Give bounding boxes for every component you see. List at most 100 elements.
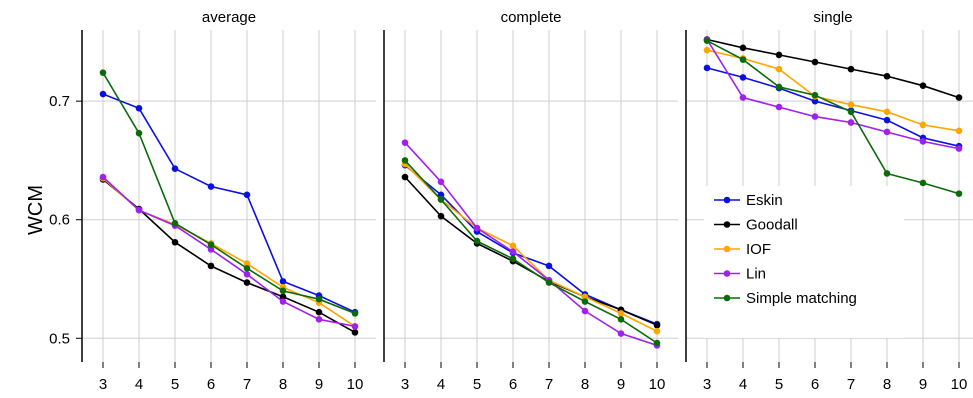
x-tick-label: 4	[437, 376, 445, 393]
point-simple-matching	[919, 179, 927, 187]
point-goodall	[653, 321, 661, 329]
point-lin	[775, 103, 783, 111]
point-eskin	[171, 165, 179, 173]
point-simple-matching	[351, 310, 359, 317]
series-line-lin	[404, 142, 658, 347]
y-axis: 0.5 0.6 0.7	[49, 93, 82, 347]
point-simple-matching	[847, 108, 855, 116]
point-lin	[581, 307, 589, 315]
point-goodall	[351, 329, 359, 336]
point-eskin	[883, 116, 891, 124]
point-simple-matching	[653, 339, 661, 347]
series-line-iof	[404, 163, 658, 332]
series-line-simple-matching	[102, 72, 356, 315]
x-tick-label: 10	[347, 376, 364, 393]
point-lin	[135, 206, 143, 214]
point-iof	[919, 121, 927, 129]
point-simple-matching	[243, 265, 251, 272]
point-goodall	[171, 238, 179, 246]
series-line-lin	[102, 176, 356, 328]
point-simple-matching	[739, 56, 747, 63]
point-simple-matching	[207, 241, 215, 248]
legend-marker-eskin	[723, 196, 731, 204]
point-iof	[955, 127, 963, 135]
x-tick-label: 5	[171, 376, 179, 393]
legend-label-eskin: Eskin	[746, 192, 783, 209]
point-iof	[883, 108, 891, 116]
panel-title-average: average	[202, 9, 256, 26]
point-lin	[207, 246, 215, 253]
point-iof	[775, 65, 783, 73]
x-tick-label: 4	[135, 376, 143, 393]
point-goodall	[279, 293, 287, 301]
point-simple-matching	[401, 157, 409, 164]
series-line-eskin	[706, 67, 960, 147]
point-lin	[739, 94, 747, 101]
y-tick-label: 0.6	[49, 212, 70, 229]
x-tick-label: 5	[473, 376, 481, 393]
legend-box	[704, 186, 904, 338]
point-eskin	[243, 191, 251, 199]
point-lin	[401, 139, 409, 146]
point-lin	[847, 119, 855, 126]
point-goodall	[883, 72, 891, 80]
x-tick-label: 3	[401, 376, 409, 393]
x-tick-label: 8	[279, 376, 287, 393]
point-goodall	[437, 212, 445, 220]
point-eskin	[739, 74, 747, 81]
point-goodall	[315, 308, 323, 316]
point-lin	[243, 270, 251, 278]
point-eskin	[99, 90, 107, 98]
point-goodall	[955, 94, 963, 101]
point-goodall	[919, 82, 927, 90]
x-tick-label: 7	[847, 376, 855, 393]
point-simple-matching	[581, 298, 589, 305]
point-simple-matching	[279, 287, 287, 295]
y-tick-label: 0.7	[49, 93, 70, 110]
point-iof	[509, 242, 517, 250]
panel-complete: complete 3 4 5 6 7 8 9 10	[383, 9, 678, 393]
point-iof	[703, 46, 711, 54]
x-tick-label: 6	[207, 376, 215, 393]
x-tick-label: 8	[883, 376, 891, 393]
point-simple-matching	[703, 37, 711, 44]
point-simple-matching	[437, 196, 445, 203]
point-lin	[315, 316, 323, 323]
x-tick-label: 3	[703, 376, 711, 393]
point-lin	[279, 298, 287, 305]
point-lin	[351, 323, 359, 330]
series-line-goodall	[706, 38, 960, 99]
point-simple-matching	[509, 255, 517, 263]
point-iof	[581, 293, 589, 301]
point-lin	[883, 128, 891, 136]
series-line-iof	[706, 49, 960, 132]
point-simple-matching	[315, 295, 323, 303]
point-lin	[99, 173, 107, 181]
legend-marker-goodall	[723, 221, 731, 228]
series-line-simple-matching	[404, 159, 658, 344]
legend-label-iof: IOF	[746, 241, 771, 258]
x-tick-label: 10	[649, 376, 666, 393]
point-eskin	[279, 278, 287, 285]
panel-title-complete: complete	[501, 9, 562, 26]
point-goodall	[739, 44, 747, 52]
point-eskin	[811, 97, 819, 105]
point-iof	[617, 310, 625, 317]
x-tick-label: 4	[739, 376, 747, 393]
point-iof	[243, 260, 251, 267]
x-tick-label: 5	[775, 376, 783, 393]
point-simple-matching	[775, 83, 783, 91]
point-eskin	[207, 183, 215, 190]
point-iof	[653, 327, 661, 335]
x-tick-label: 9	[315, 376, 323, 393]
point-eskin	[437, 191, 445, 199]
x-tick-label: 6	[509, 376, 517, 393]
point-simple-matching	[545, 279, 553, 286]
panel-average: average 3 4 5 6 7 8 9 10	[81, 9, 376, 393]
point-eskin	[545, 262, 553, 270]
legend-label-simple-matching: Simple matching	[746, 290, 857, 307]
x-tick-label: 7	[545, 376, 553, 393]
x-tick-label: 3	[99, 376, 107, 393]
point-lin	[509, 248, 517, 256]
legend-label-lin: Lin	[746, 266, 766, 283]
